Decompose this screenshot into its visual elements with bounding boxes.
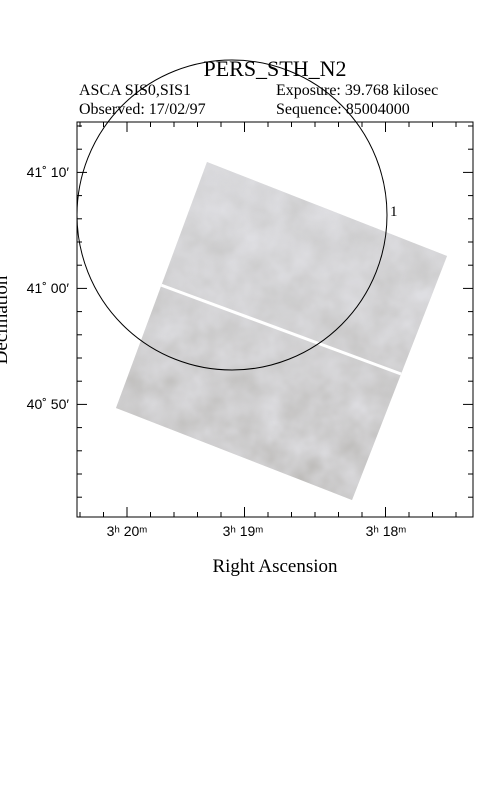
frame [76, 121, 474, 518]
exposure: Exposure: 39.768 kilosec [276, 82, 438, 99]
x-tick-label: 3ʰ 19ᵐ [223, 523, 264, 539]
region-label: 1 [390, 204, 398, 220]
x-axis-label: Right Ascension [212, 556, 338, 577]
y-tick-label: 41˚ 00′ [27, 280, 70, 296]
x-tick-label: 3ʰ 18ᵐ [366, 523, 407, 539]
y-tick-label: 41˚ 10′ [27, 164, 70, 180]
image [116, 162, 447, 500]
y-tick-label: 40˚ 50′ [27, 396, 70, 412]
y-axis-label: Declination [0, 275, 12, 364]
observed: Observed: 17/02/97 [79, 101, 206, 118]
x-tick-label: 3ʰ 20ᵐ [107, 523, 148, 539]
sequence: Sequence: 85004000 [276, 101, 410, 118]
instrument: ASCA SIS0,SIS1 [79, 82, 191, 99]
